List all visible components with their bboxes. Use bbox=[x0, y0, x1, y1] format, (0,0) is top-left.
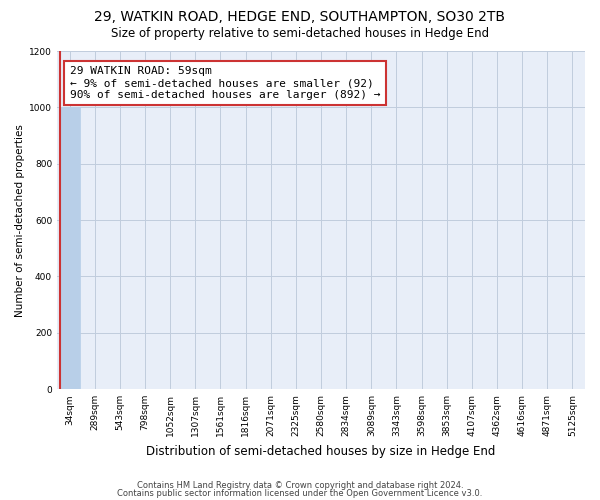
Bar bbox=[59, 108, 80, 389]
Text: Contains HM Land Registry data © Crown copyright and database right 2024.: Contains HM Land Registry data © Crown c… bbox=[137, 481, 463, 490]
Y-axis label: Number of semi-detached properties: Number of semi-detached properties bbox=[15, 124, 25, 316]
X-axis label: Distribution of semi-detached houses by size in Hedge End: Distribution of semi-detached houses by … bbox=[146, 444, 496, 458]
Text: Contains public sector information licensed under the Open Government Licence v3: Contains public sector information licen… bbox=[118, 488, 482, 498]
Text: Size of property relative to semi-detached houses in Hedge End: Size of property relative to semi-detach… bbox=[111, 28, 489, 40]
Text: 29, WATKIN ROAD, HEDGE END, SOUTHAMPTON, SO30 2TB: 29, WATKIN ROAD, HEDGE END, SOUTHAMPTON,… bbox=[95, 10, 505, 24]
Text: 29 WATKIN ROAD: 59sqm
← 9% of semi-detached houses are smaller (92)
90% of semi-: 29 WATKIN ROAD: 59sqm ← 9% of semi-detac… bbox=[70, 66, 380, 100]
